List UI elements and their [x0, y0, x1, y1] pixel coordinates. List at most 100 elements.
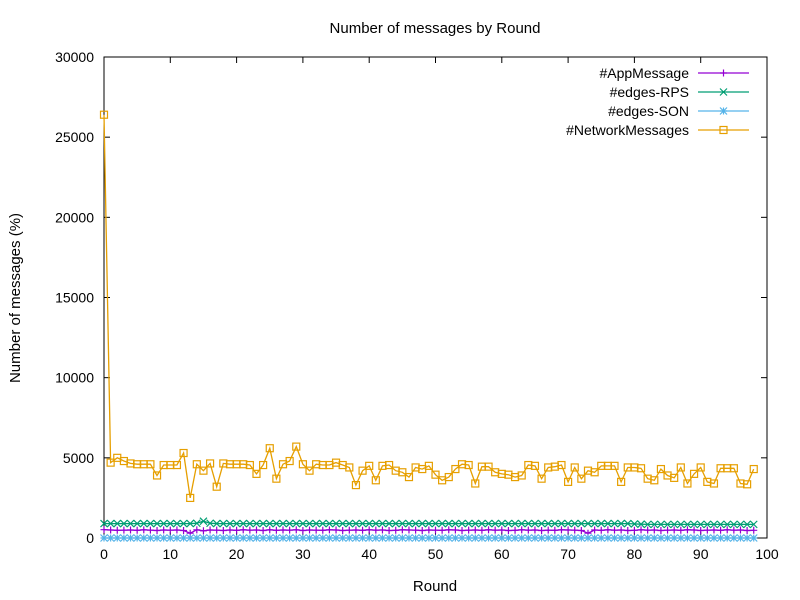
data-point-appmessage	[120, 526, 128, 534]
data-point-appmessage	[717, 526, 725, 534]
data-point-appmessage	[233, 526, 241, 534]
data-point-edges-son	[637, 534, 645, 542]
data-point-edges-son	[265, 534, 274, 542]
x-tick-label: 20	[229, 546, 245, 562]
data-point-networkmessages	[265, 444, 274, 453]
data-point-edges-rps	[564, 519, 573, 528]
data-point-edges-son	[391, 534, 400, 542]
data-point-edges-rps	[411, 519, 420, 528]
data-point-edges-rps	[670, 520, 679, 529]
data-point-appmessage	[604, 526, 612, 534]
data-point-edges-son	[703, 534, 712, 542]
data-point-edges-rps	[623, 519, 632, 528]
data-point-edges-rps	[676, 520, 685, 529]
data-point-edges-rps	[464, 519, 473, 528]
data-point-edges-rps	[239, 519, 248, 528]
data-point-networkmessages	[192, 460, 201, 469]
series-edges-rps	[100, 517, 758, 529]
data-point-edges-son	[398, 534, 407, 542]
data-point-edges-son	[325, 534, 334, 542]
data-point-networkmessages	[650, 476, 659, 485]
data-point-edges-son	[106, 534, 115, 542]
data-point-edges-son	[345, 534, 354, 542]
data-point-edges-rps	[610, 519, 619, 528]
data-point-edges-rps	[385, 519, 394, 528]
x-tick-label: 50	[428, 546, 444, 562]
data-point-appmessage	[312, 526, 320, 534]
data-point-edges-rps	[531, 519, 539, 528]
data-point-edges-rps	[173, 519, 181, 528]
legend-marker-appmessage	[720, 69, 727, 77]
data-point-appmessage	[697, 526, 705, 534]
data-point-edges-son	[451, 534, 460, 542]
data-point-networkmessages	[530, 461, 540, 470]
data-point-appmessage	[677, 526, 685, 534]
data-point-appmessage	[650, 526, 658, 534]
x-tick-label: 100	[755, 546, 779, 562]
data-point-edges-son	[464, 534, 473, 542]
data-point-networkmessages	[152, 471, 162, 480]
data-point-edges-rps	[729, 520, 738, 529]
data-point-appmessage	[498, 526, 506, 534]
data-point-appmessage	[577, 526, 585, 534]
data-point-appmessage	[458, 526, 466, 534]
data-point-edges-son	[444, 534, 453, 542]
data-point-appmessage	[319, 526, 327, 534]
data-point-appmessage	[750, 526, 758, 534]
data-point-edges-son	[438, 534, 447, 542]
data-point-edges-rps	[139, 519, 148, 528]
data-point-networkmessages	[212, 482, 221, 491]
data-point-networkmessages	[259, 460, 268, 470]
data-point-appmessage	[385, 526, 393, 534]
data-point-appmessage	[611, 526, 619, 534]
data-point-appmessage	[670, 526, 678, 534]
data-point-edges-son	[584, 534, 592, 542]
data-point-edges-son	[405, 534, 413, 542]
data-point-edges-rps	[358, 519, 367, 528]
data-point-networkmessages	[563, 477, 573, 486]
data-point-networkmessages	[484, 462, 493, 471]
data-point-edges-rps	[517, 519, 526, 528]
data-point-edges-rps	[504, 519, 513, 528]
data-point-edges-son	[385, 534, 394, 542]
data-point-edges-son	[458, 534, 466, 542]
data-point-edges-son	[219, 534, 228, 542]
data-point-networkmessages	[424, 461, 433, 470]
data-point-edges-rps	[683, 520, 692, 529]
data-point-edges-son	[564, 534, 573, 542]
data-point-appmessage	[465, 526, 473, 534]
data-point-edges-son	[729, 534, 738, 542]
data-point-edges-son	[477, 534, 486, 542]
data-point-edges-son	[710, 534, 718, 542]
data-point-edges-son	[252, 534, 261, 542]
data-point-edges-rps	[113, 519, 122, 528]
data-point-edges-rps	[590, 519, 599, 528]
data-point-networkmessages	[252, 469, 261, 478]
data-point-edges-son	[577, 534, 586, 542]
data-point-edges-rps	[577, 519, 586, 528]
data-point-appmessage	[252, 526, 260, 534]
data-point-edges-rps	[723, 520, 732, 529]
data-point-appmessage	[365, 526, 373, 534]
data-point-edges-son	[517, 534, 526, 542]
data-point-edges-rps	[352, 519, 360, 528]
data-point-edges-rps	[690, 520, 698, 529]
data-point-appmessage	[160, 526, 168, 534]
data-point-edges-rps	[497, 519, 506, 528]
data-point-edges-rps	[292, 519, 301, 528]
data-point-appmessage	[352, 526, 360, 534]
data-point-appmessage	[485, 526, 493, 534]
data-point-edges-son	[358, 534, 367, 542]
data-point-appmessage	[180, 526, 188, 534]
data-point-edges-rps	[703, 520, 712, 529]
data-point-edges-son	[126, 534, 135, 542]
data-point-edges-son	[139, 534, 148, 542]
data-point-edges-rps	[391, 519, 400, 528]
data-point-appmessage	[531, 526, 539, 534]
data-point-edges-son	[418, 534, 427, 542]
data-point-edges-rps	[232, 519, 241, 528]
data-point-edges-son	[504, 534, 513, 542]
data-point-edges-son	[239, 534, 248, 542]
data-point-edges-son	[603, 534, 612, 542]
data-point-edges-rps	[100, 519, 108, 528]
